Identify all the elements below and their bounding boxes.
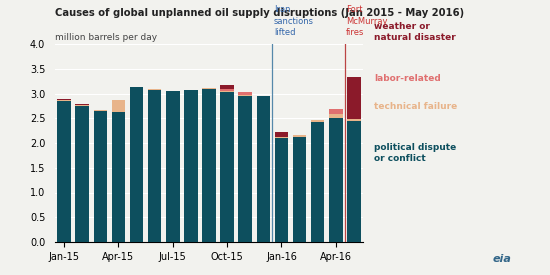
Bar <box>112 100 125 112</box>
Bar <box>75 106 89 242</box>
Bar <box>75 104 89 105</box>
Bar <box>347 119 361 121</box>
Bar <box>239 96 252 242</box>
Text: weather or
natural disaster: weather or natural disaster <box>374 22 456 42</box>
Bar <box>148 89 162 90</box>
Text: Causes of global unplanned oil supply disruptions (Jan 2015 - May 2016): Causes of global unplanned oil supply di… <box>55 8 464 18</box>
Bar <box>256 96 270 97</box>
Text: Fort
McMurray
fires: Fort McMurray fires <box>346 6 388 37</box>
Bar <box>221 89 234 91</box>
Bar <box>130 87 144 242</box>
Bar <box>329 118 343 242</box>
Text: labor-related: labor-related <box>374 74 441 83</box>
Bar <box>94 111 107 242</box>
Bar <box>347 77 361 119</box>
Bar <box>347 121 361 242</box>
Bar <box>329 114 343 118</box>
Bar <box>57 100 71 101</box>
Bar <box>221 91 234 92</box>
Text: eia: eia <box>493 254 512 264</box>
Text: Iran
sanctions
lifted: Iran sanctions lifted <box>274 6 314 37</box>
Bar <box>293 134 306 137</box>
Bar <box>239 92 252 95</box>
Bar <box>112 112 125 242</box>
Bar <box>256 97 270 242</box>
Bar <box>184 90 197 242</box>
Bar <box>329 109 343 114</box>
Bar <box>293 137 306 242</box>
Bar <box>274 137 288 138</box>
Bar <box>274 138 288 242</box>
Text: political dispute
or conflict: political dispute or conflict <box>374 143 456 163</box>
Bar <box>57 101 71 242</box>
Bar <box>311 120 324 122</box>
Bar <box>166 91 179 242</box>
Bar <box>75 105 89 106</box>
Bar <box>239 95 252 96</box>
Bar <box>202 89 216 242</box>
Bar <box>148 90 162 242</box>
Text: technical failure: technical failure <box>374 102 457 111</box>
Bar <box>94 110 107 111</box>
Bar <box>274 132 288 137</box>
Bar <box>221 85 234 89</box>
Bar <box>57 99 71 100</box>
Bar <box>311 122 324 242</box>
Bar <box>202 88 216 89</box>
Bar <box>166 90 179 91</box>
Text: million barrels per day: million barrels per day <box>55 33 157 42</box>
Bar <box>221 92 234 242</box>
